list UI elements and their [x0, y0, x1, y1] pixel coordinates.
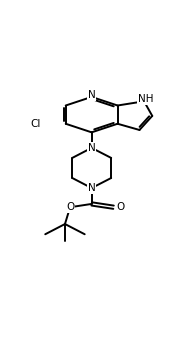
Text: Cl: Cl [31, 119, 41, 129]
Text: NH: NH [138, 94, 154, 104]
Text: N: N [88, 183, 95, 193]
Text: O: O [117, 202, 125, 212]
Text: N: N [88, 90, 95, 100]
Text: N: N [88, 143, 95, 153]
Text: O: O [66, 202, 74, 212]
